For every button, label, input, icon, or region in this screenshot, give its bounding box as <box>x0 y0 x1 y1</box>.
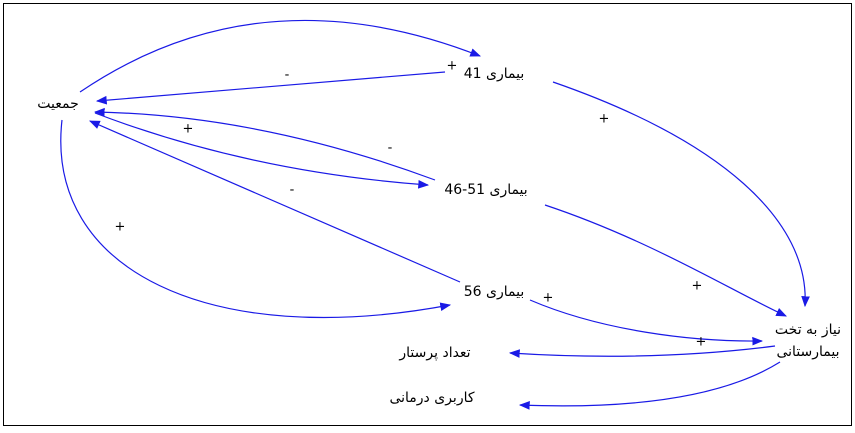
edge <box>93 107 436 181</box>
node-label: بیمارستانی <box>776 344 839 360</box>
polarity: + <box>599 112 610 127</box>
node-label: جمعیت <box>37 96 78 112</box>
edge <box>508 345 776 358</box>
frame <box>3 3 852 426</box>
node-label: بیماری 51-46 <box>444 182 527 198</box>
edge <box>79 19 482 93</box>
polarity: + <box>692 279 703 294</box>
polarity: - <box>388 141 393 156</box>
node-label: کاربری درمانی <box>389 390 474 406</box>
node-label: تعداد پرستار <box>398 345 470 361</box>
edge <box>552 81 810 308</box>
polarity: - <box>285 68 290 83</box>
edge <box>544 204 787 317</box>
edge <box>518 361 781 410</box>
polarity: + <box>543 291 554 306</box>
edge <box>89 120 461 283</box>
node-label: نیاز به تخت <box>775 322 841 338</box>
edge <box>529 299 764 346</box>
polarity: + <box>447 59 458 74</box>
polarity: - <box>290 183 295 198</box>
polarity: + <box>696 335 707 350</box>
node-label: بیماری 56 <box>464 284 524 300</box>
node-label: بیماری 41 <box>464 66 524 82</box>
polarity: + <box>183 122 194 137</box>
edge <box>95 71 446 105</box>
edge <box>94 112 430 189</box>
edge <box>60 119 452 319</box>
polarity: + <box>115 220 126 235</box>
